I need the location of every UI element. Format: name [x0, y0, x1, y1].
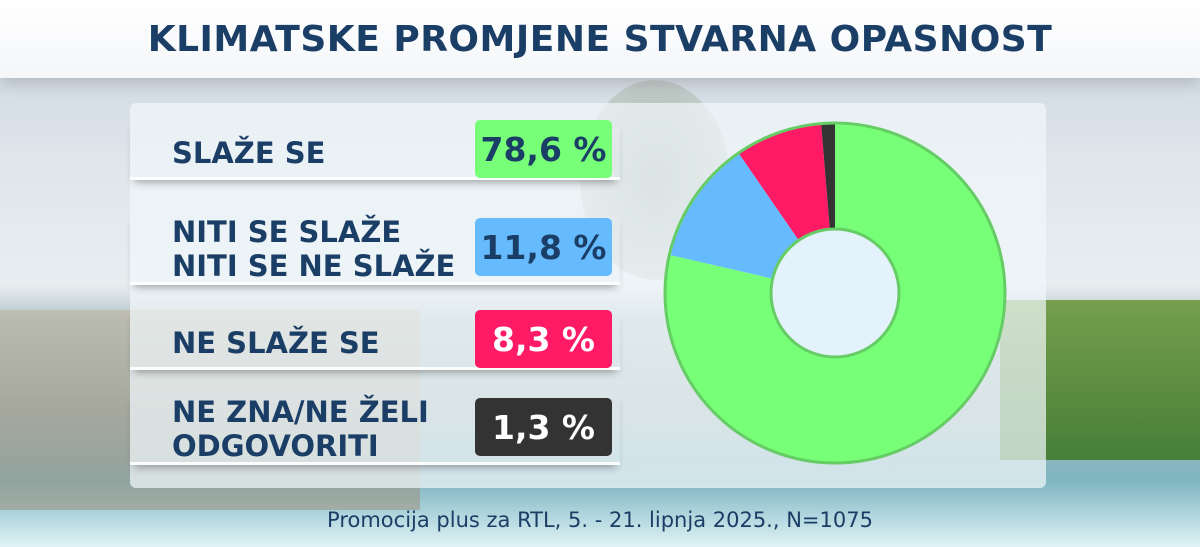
value-badge: 78,6 %: [475, 120, 612, 178]
donut-slice: [821, 123, 835, 230]
legend-row: NITI SE SLAŽE NITI SE NE SLAŽE 11,8 %: [130, 213, 620, 285]
value-badge: 11,8 %: [475, 218, 612, 276]
legend-row: NE SLAŽE SE 8,3 %: [130, 310, 620, 370]
donut-chart: [663, 121, 1007, 465]
legend-label: NE ZNA/NE ŽELI ODGOVORITI: [172, 395, 429, 463]
donut-slice: [738, 123, 830, 241]
value-badge: 8,3 %: [475, 310, 612, 368]
source-note: Promocija plus za RTL, 5. - 21. lipnja 2…: [327, 508, 873, 532]
legend-row: NE ZNA/NE ŽELI ODGOVORITI 1,3 %: [130, 393, 620, 465]
legend-label: SLAŽE SE: [172, 136, 326, 170]
legend-label: NE SLAŽE SE: [172, 326, 380, 360]
donut-slice: [665, 123, 1006, 463]
legend-label: NITI SE SLAŽE NITI SE NE SLAŽE: [172, 215, 456, 283]
donut-hole: [769, 227, 901, 359]
chart-title: KLIMATSKE PROMJENE STVARNA OPASNOST: [147, 18, 1053, 60]
legend-row: SLAŽE SE 78,6 %: [130, 120, 620, 180]
title-bar: KLIMATSKE PROMJENE STVARNA OPASNOST: [0, 0, 1200, 78]
value-badge: 1,3 %: [475, 398, 612, 456]
donut-outline: [663, 121, 1007, 465]
donut-slice: [669, 152, 799, 279]
